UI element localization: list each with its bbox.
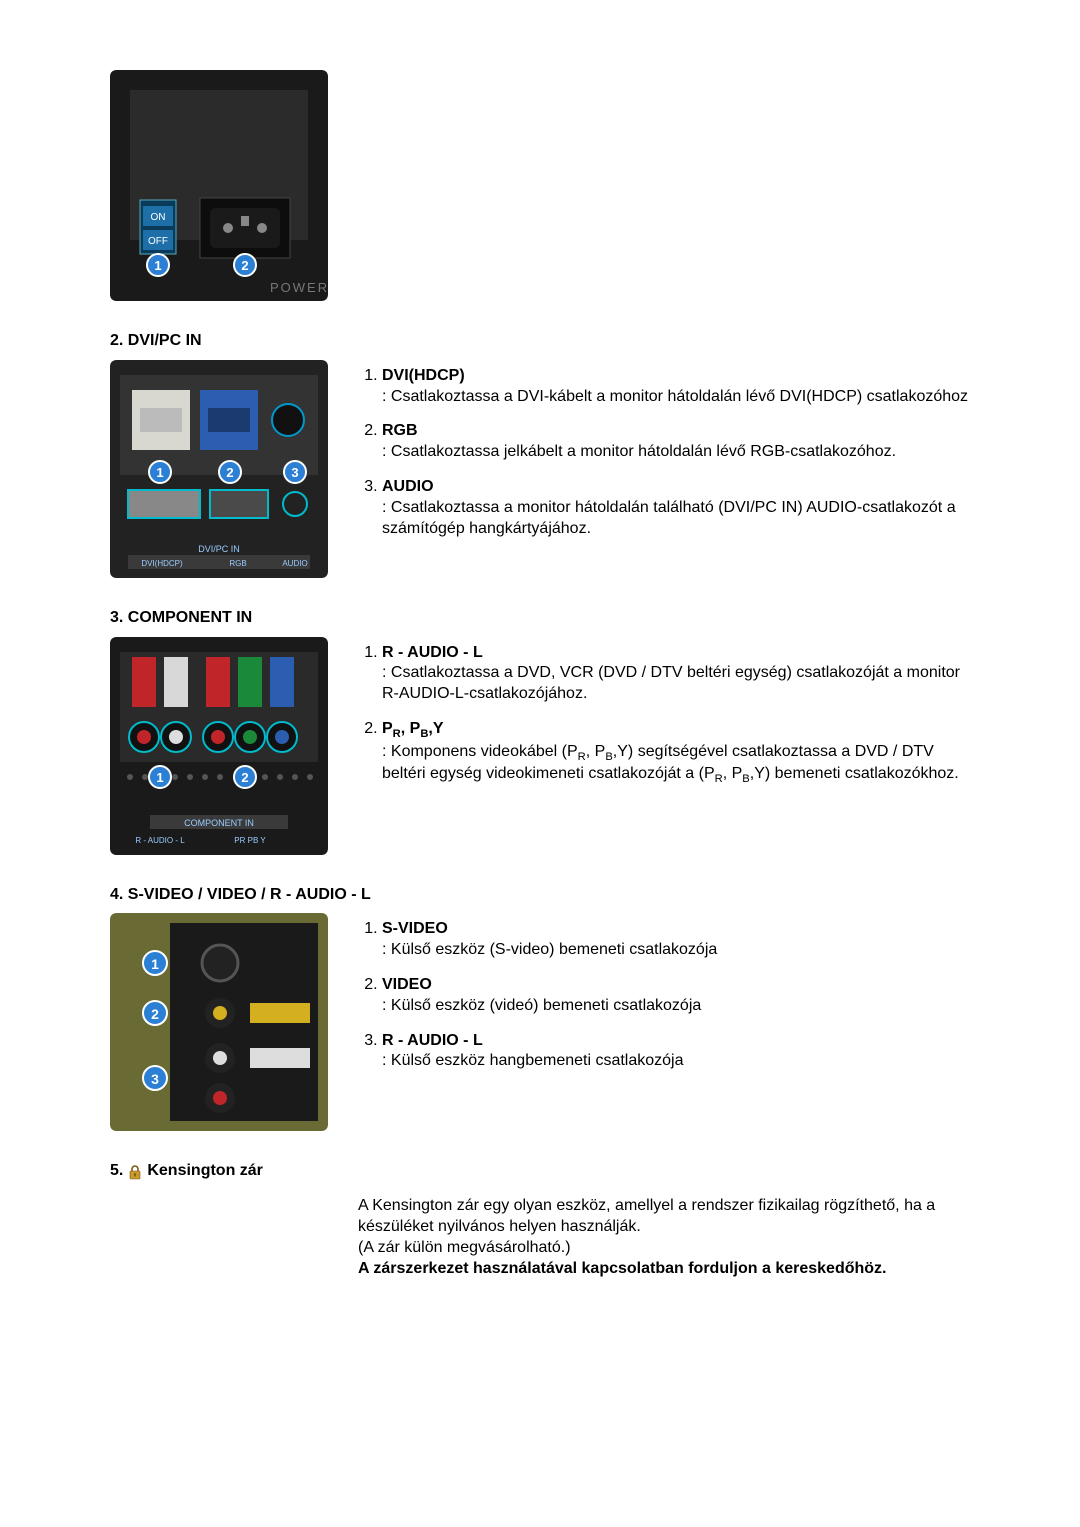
svg-text:PR PB Y: PR PB Y (234, 836, 266, 845)
svg-text:1: 1 (151, 956, 159, 972)
svg-text:RGB: RGB (229, 559, 246, 568)
section-title-dvi: 2. DVI/PC IN (110, 331, 970, 352)
item-title: AUDIO (382, 478, 434, 495)
svg-text:AUDIO: AUDIO (282, 559, 307, 568)
svg-text:1: 1 (156, 465, 163, 480)
list-item: RGB : Csatlakoztassa jelkábelt a monitor… (382, 421, 970, 463)
item-title: DVI(HDCP) (382, 367, 465, 384)
svg-text:R - AUDIO - L: R - AUDIO - L (135, 836, 185, 845)
dvi-panel-illustration: DVI/PC IN DVI(HDCP) RGB AUDIO 1 2 3 (110, 360, 328, 578)
kensington-p2: (A zár külön megvásárolható.) (358, 1239, 571, 1256)
img-power: ON OFF 1 2 POWER (110, 70, 328, 301)
section-dvi: 2. DVI/PC IN DVI/PC IN DV (110, 331, 970, 578)
power-panel-illustration: ON OFF 1 2 POWER (110, 70, 328, 301)
section-title-svideo: 4. S-VIDEO / VIDEO / R - AUDIO - L (110, 885, 970, 906)
svg-text:2: 2 (151, 1006, 159, 1022)
svg-text:POWER: POWER (270, 280, 328, 295)
item-desc: : Csatlakoztassa jelkábelt a monitor hát… (382, 442, 970, 463)
desc-component: R - AUDIO - L : Csatlakoztassa a DVD, VC… (358, 637, 970, 802)
kensington-p1: A Kensington zár egy olyan eszköz, amell… (358, 1197, 935, 1235)
item-desc: : Külső eszköz (S-video) bemeneti csatla… (382, 940, 970, 961)
svg-text:DVI(HDCP): DVI(HDCP) (141, 559, 183, 568)
section-title-kensington: 5. Kensington zár (110, 1161, 970, 1182)
list-item: PR, PB,Y : Komponens videokábel (PR, PB,… (382, 719, 970, 787)
lock-icon (127, 1164, 143, 1180)
svg-text:2: 2 (241, 770, 248, 785)
list-item: R - AUDIO - L : Külső eszköz hangbemenet… (382, 1031, 970, 1073)
svg-text:COMPONENT IN: COMPONENT IN (184, 818, 254, 828)
list-item: VIDEO : Külső eszköz (videó) bemeneti cs… (382, 975, 970, 1017)
section-power: ON OFF 1 2 POWER (110, 70, 970, 301)
list-item: AUDIO : Csatlakoztassa a monitor hátolda… (382, 477, 970, 539)
list-item: S-VIDEO : Külső eszköz (S-video) bemenet… (382, 919, 970, 961)
svg-text:1: 1 (154, 258, 161, 273)
section-title-component: 3. COMPONENT IN (110, 608, 970, 629)
item-desc: : Csatlakoztassa a DVI-kábelt a monitor … (382, 387, 970, 408)
component-panel-illustration: 1 2 COMPONENT IN R - AUDIO - L PR PB Y (110, 637, 328, 855)
desc-kensington: A Kensington zár egy olyan eszköz, amell… (358, 1190, 970, 1279)
item-title: S-VIDEO (382, 920, 448, 937)
svg-text:ON: ON (151, 212, 166, 223)
list-item: R - AUDIO - L : Csatlakoztassa a DVD, VC… (382, 643, 970, 705)
list-component: R - AUDIO - L : Csatlakoztassa a DVD, VC… (358, 643, 970, 788)
img-dvi: DVI/PC IN DVI(HDCP) RGB AUDIO 1 2 3 (110, 360, 328, 578)
section-number: 5. (110, 1161, 123, 1182)
section-title-text: Kensington zár (147, 1161, 263, 1182)
svg-text:2: 2 (226, 465, 233, 480)
desc-svideo: S-VIDEO : Külső eszköz (S-video) bemenet… (358, 913, 970, 1086)
item-title: PR, PB,Y (382, 720, 444, 737)
desc-dvi: DVI(HDCP) : Csatlakoztassa a DVI-kábelt … (358, 360, 970, 554)
svg-text:DVI/PC IN: DVI/PC IN (198, 544, 240, 554)
item-title: R - AUDIO - L (382, 1032, 483, 1049)
section-component: 3. COMPONENT IN (110, 608, 970, 855)
svg-text:OFF: OFF (148, 236, 168, 247)
kensington-p3: A zárszerkezet használatával kapcsolatba… (358, 1260, 886, 1277)
img-svideo: 1 2 3 (110, 913, 328, 1131)
svg-text:1: 1 (156, 770, 163, 785)
svideo-panel-illustration: 1 2 3 (110, 913, 328, 1131)
svg-text:2: 2 (241, 258, 248, 273)
svg-text:3: 3 (291, 465, 298, 480)
item-desc: : Csatlakoztassa a monitor hátoldalán ta… (382, 498, 970, 540)
item-desc: : Külső eszköz (videó) bemeneti csatlako… (382, 996, 970, 1017)
item-desc: : Csatlakoztassa a DVD, VCR (DVD / DTV b… (382, 663, 970, 705)
list-dvi: DVI(HDCP) : Csatlakoztassa a DVI-kábelt … (358, 366, 970, 540)
list-svideo: S-VIDEO : Külső eszköz (S-video) bemenet… (358, 919, 970, 1072)
item-title: RGB (382, 422, 418, 439)
list-item: DVI(HDCP) : Csatlakoztassa a DVI-kábelt … (382, 366, 970, 408)
item-desc: : Külső eszköz hangbemeneti csatlakozója (382, 1051, 970, 1072)
svg-text:3: 3 (151, 1071, 159, 1087)
item-title: R - AUDIO - L (382, 644, 483, 661)
section-kensington: 5. Kensington zár A Kensington zár egy o… (110, 1161, 970, 1279)
item-title: VIDEO (382, 976, 432, 993)
img-component: 1 2 COMPONENT IN R - AUDIO - L PR PB Y (110, 637, 328, 855)
section-svideo: 4. S-VIDEO / VIDEO / R - AUDIO - L 1 2 (110, 885, 970, 1132)
item-desc: : Komponens videokábel (PR, PB,Y) segíts… (382, 742, 970, 788)
